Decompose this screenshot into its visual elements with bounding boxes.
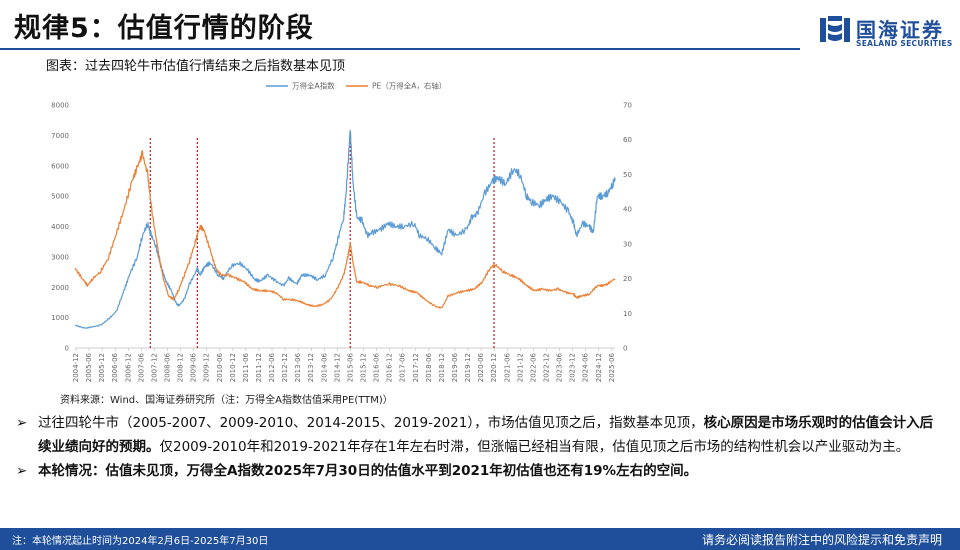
company-logo: 国海证券 SEALAND SECURITIES bbox=[818, 14, 958, 54]
x-tick-label: 2019-06 bbox=[451, 352, 459, 382]
logo-cn-text: 国海证券 bbox=[856, 18, 944, 42]
x-tick-label: 2004-12 bbox=[72, 353, 80, 382]
x-tick-label: 2015-06 bbox=[346, 352, 354, 382]
y-left-tick-label: 8000 bbox=[51, 102, 69, 110]
y-right-tick-label: 10 bbox=[623, 310, 632, 318]
y-left-tick-label: 3000 bbox=[51, 253, 69, 261]
logo-en-text: SEALAND SECURITIES bbox=[856, 39, 953, 48]
x-tick-label: 2010-12 bbox=[229, 353, 237, 382]
x-tick-label: 2021-12 bbox=[516, 353, 524, 382]
x-tick-label: 2012-06 bbox=[268, 352, 276, 382]
bullet-text: 仅2009-2010年和2019-2021年存在1年左右时滞，但涨幅已经相当有限… bbox=[159, 439, 910, 455]
legend-label: PE（万得全A，右轴） bbox=[372, 81, 446, 91]
bullet-text: 本轮情况：估值未见顶，万得全A指数2025年7月30日的估值水平到2021年初估… bbox=[38, 463, 698, 479]
x-tick-label: 2024-06 bbox=[582, 352, 590, 382]
bullet-list: ➢ 过往四轮牛市（2005-2007、2009-2010、2014-2015、20… bbox=[16, 411, 946, 483]
x-tick-label: 2015-12 bbox=[360, 353, 368, 382]
y-left-tick-label: 6000 bbox=[51, 162, 69, 170]
footer-disclaimer: 请务必阅读报告附注中的风险提示和免责声明 bbox=[701, 533, 942, 547]
x-tick-label: 2022-12 bbox=[542, 353, 550, 382]
bullet-item: ➢ 本轮情况：估值未见顶，万得全A指数2025年7月30日的估值水平到2021年初… bbox=[16, 459, 946, 483]
y-right-tick-label: 20 bbox=[623, 275, 632, 283]
y-left-tick-label: 4000 bbox=[51, 223, 69, 231]
x-tick-label: 2025-06 bbox=[608, 352, 616, 382]
x-tick-label: 2008-06 bbox=[163, 352, 171, 382]
y-right-tick-label: 60 bbox=[623, 136, 632, 144]
bullet-text: 核心原因是市场乐观时的估值会计入后续业绩向好的预期。 bbox=[38, 415, 934, 455]
x-tick-label: 2016-12 bbox=[386, 353, 394, 382]
x-tick-label: 2013-12 bbox=[307, 353, 315, 382]
x-tick-label: 2022-06 bbox=[529, 352, 537, 382]
x-tick-label: 2017-12 bbox=[412, 353, 420, 382]
x-tick-label: 2019-12 bbox=[464, 353, 472, 382]
figure-source: 资料来源：Wind、国海证券研究所（注：万得全A指数估值采用PE(TTM)） bbox=[60, 395, 393, 406]
y-right-tick-label: 0 bbox=[623, 345, 627, 353]
x-tick-label: 2021-06 bbox=[503, 352, 511, 382]
x-tick-label: 2017-06 bbox=[399, 352, 407, 382]
title-rule bbox=[0, 48, 800, 50]
bullet-arrow-icon: ➢ bbox=[16, 463, 28, 479]
x-tick-label: 2009-12 bbox=[203, 353, 211, 382]
y-left-tick-label: 1000 bbox=[51, 314, 69, 322]
y-right-tick-label: 70 bbox=[623, 102, 632, 110]
y-left-tick-label: 7000 bbox=[51, 132, 69, 140]
bullet-arrow-icon: ➢ bbox=[16, 415, 28, 431]
x-tick-label: 2007-12 bbox=[150, 353, 158, 382]
x-tick-label: 2013-06 bbox=[294, 352, 302, 382]
x-tick-label: 2018-12 bbox=[438, 353, 446, 382]
x-tick-label: 2010-06 bbox=[216, 352, 224, 382]
index-pe-chart: 0 1000 2000 3000 4000 5000 6000 7000 8000 0 10 20 30… bbox=[51, 81, 632, 383]
x-tick-label: 2014-06 bbox=[320, 352, 328, 382]
x-tick-label: 2011-06 bbox=[242, 352, 250, 382]
legend-label: 万得全A指数 bbox=[292, 81, 335, 91]
x-tick-label: 2007-06 bbox=[137, 352, 145, 382]
x-tick-label: 2016-06 bbox=[373, 352, 381, 382]
slide-title: 规律5：估值行情的阶段 bbox=[14, 13, 314, 44]
y-right-tick-label: 30 bbox=[623, 240, 632, 248]
figure-caption: 图表：过去四轮牛市估值行情结束之后指数基本见顶 bbox=[46, 59, 346, 74]
x-tick-label: 2006-06 bbox=[111, 352, 119, 382]
y-right-tick-label: 50 bbox=[623, 171, 632, 179]
x-tick-label: 2011-12 bbox=[255, 353, 263, 382]
footer-note: 注：本轮情况起止时间为2024年2月6日-2025年7月30日 bbox=[12, 536, 269, 547]
x-tick-label: 2008-12 bbox=[177, 353, 185, 382]
bullet-text: 过往四轮牛市（2005-2007、2009-2010、2014-2015、201… bbox=[38, 415, 704, 431]
footer-bar: 注：本轮情况起止时间为2024年2月6日-2025年7月30日 请务必阅读报告附… bbox=[0, 528, 960, 550]
x-tick-label: 2023-12 bbox=[569, 353, 577, 382]
x-tick-label: 2012-12 bbox=[281, 353, 289, 382]
x-tick-label: 2006-12 bbox=[124, 353, 132, 382]
x-tick-label: 2018-06 bbox=[425, 352, 433, 382]
x-tick-label: 2014-12 bbox=[333, 353, 341, 382]
y-right-tick-label: 40 bbox=[623, 206, 632, 214]
y-left-tick-label: 0 bbox=[65, 345, 69, 353]
series-line bbox=[74, 129, 616, 329]
x-tick-label: 2024-12 bbox=[595, 353, 603, 382]
y-left-tick-label: 2000 bbox=[51, 284, 69, 292]
sealand-logo-icon bbox=[820, 16, 850, 42]
series-line bbox=[74, 149, 616, 309]
x-tick-label: 2020-12 bbox=[490, 353, 498, 382]
x-tick-label: 2005-06 bbox=[85, 352, 93, 382]
x-tick-label: 2005-12 bbox=[98, 353, 106, 382]
x-tick-label: 2023-06 bbox=[556, 352, 564, 382]
x-tick-label: 2009-06 bbox=[190, 352, 198, 382]
y-left-tick-label: 5000 bbox=[51, 193, 69, 201]
x-tick-label: 2020-06 bbox=[477, 352, 485, 382]
bullet-item: ➢ 过往四轮牛市（2005-2007、2009-2010、2014-2015、20… bbox=[16, 411, 946, 459]
